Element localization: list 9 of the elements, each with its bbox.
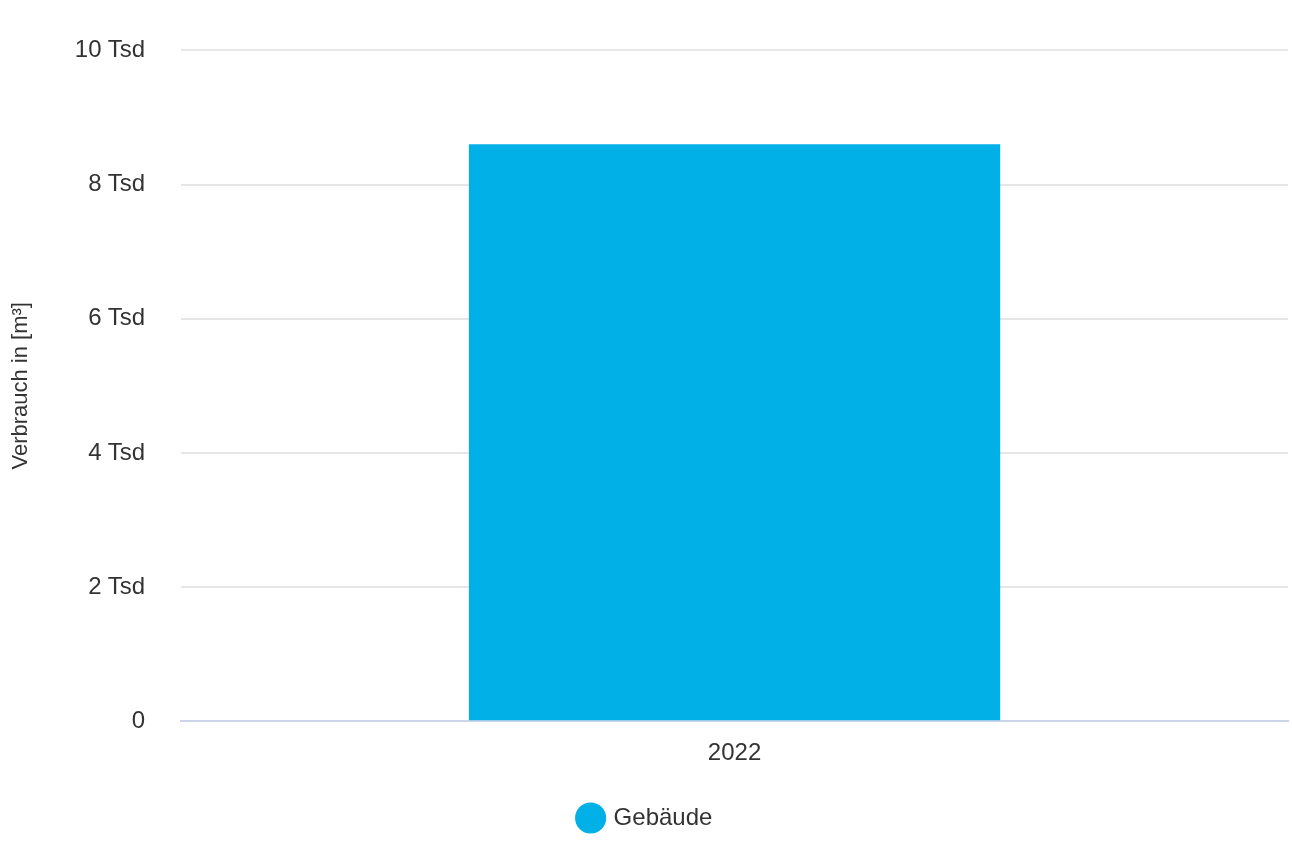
- y-tick-label: 0: [131, 705, 146, 733]
- legend-label: Gebäude: [613, 802, 713, 830]
- y-tick-label: 6 Tsd: [88, 303, 146, 331]
- y-axis-title: Verbrauch in [m³]: [7, 302, 33, 470]
- y-tick-label: 4 Tsd: [88, 437, 146, 465]
- y-tick-label: 2 Tsd: [88, 571, 146, 599]
- x-tick-label: 2022: [707, 738, 762, 766]
- y-tick-label: 8 Tsd: [88, 169, 146, 197]
- y-tick-label: 10 Tsd: [74, 35, 146, 63]
